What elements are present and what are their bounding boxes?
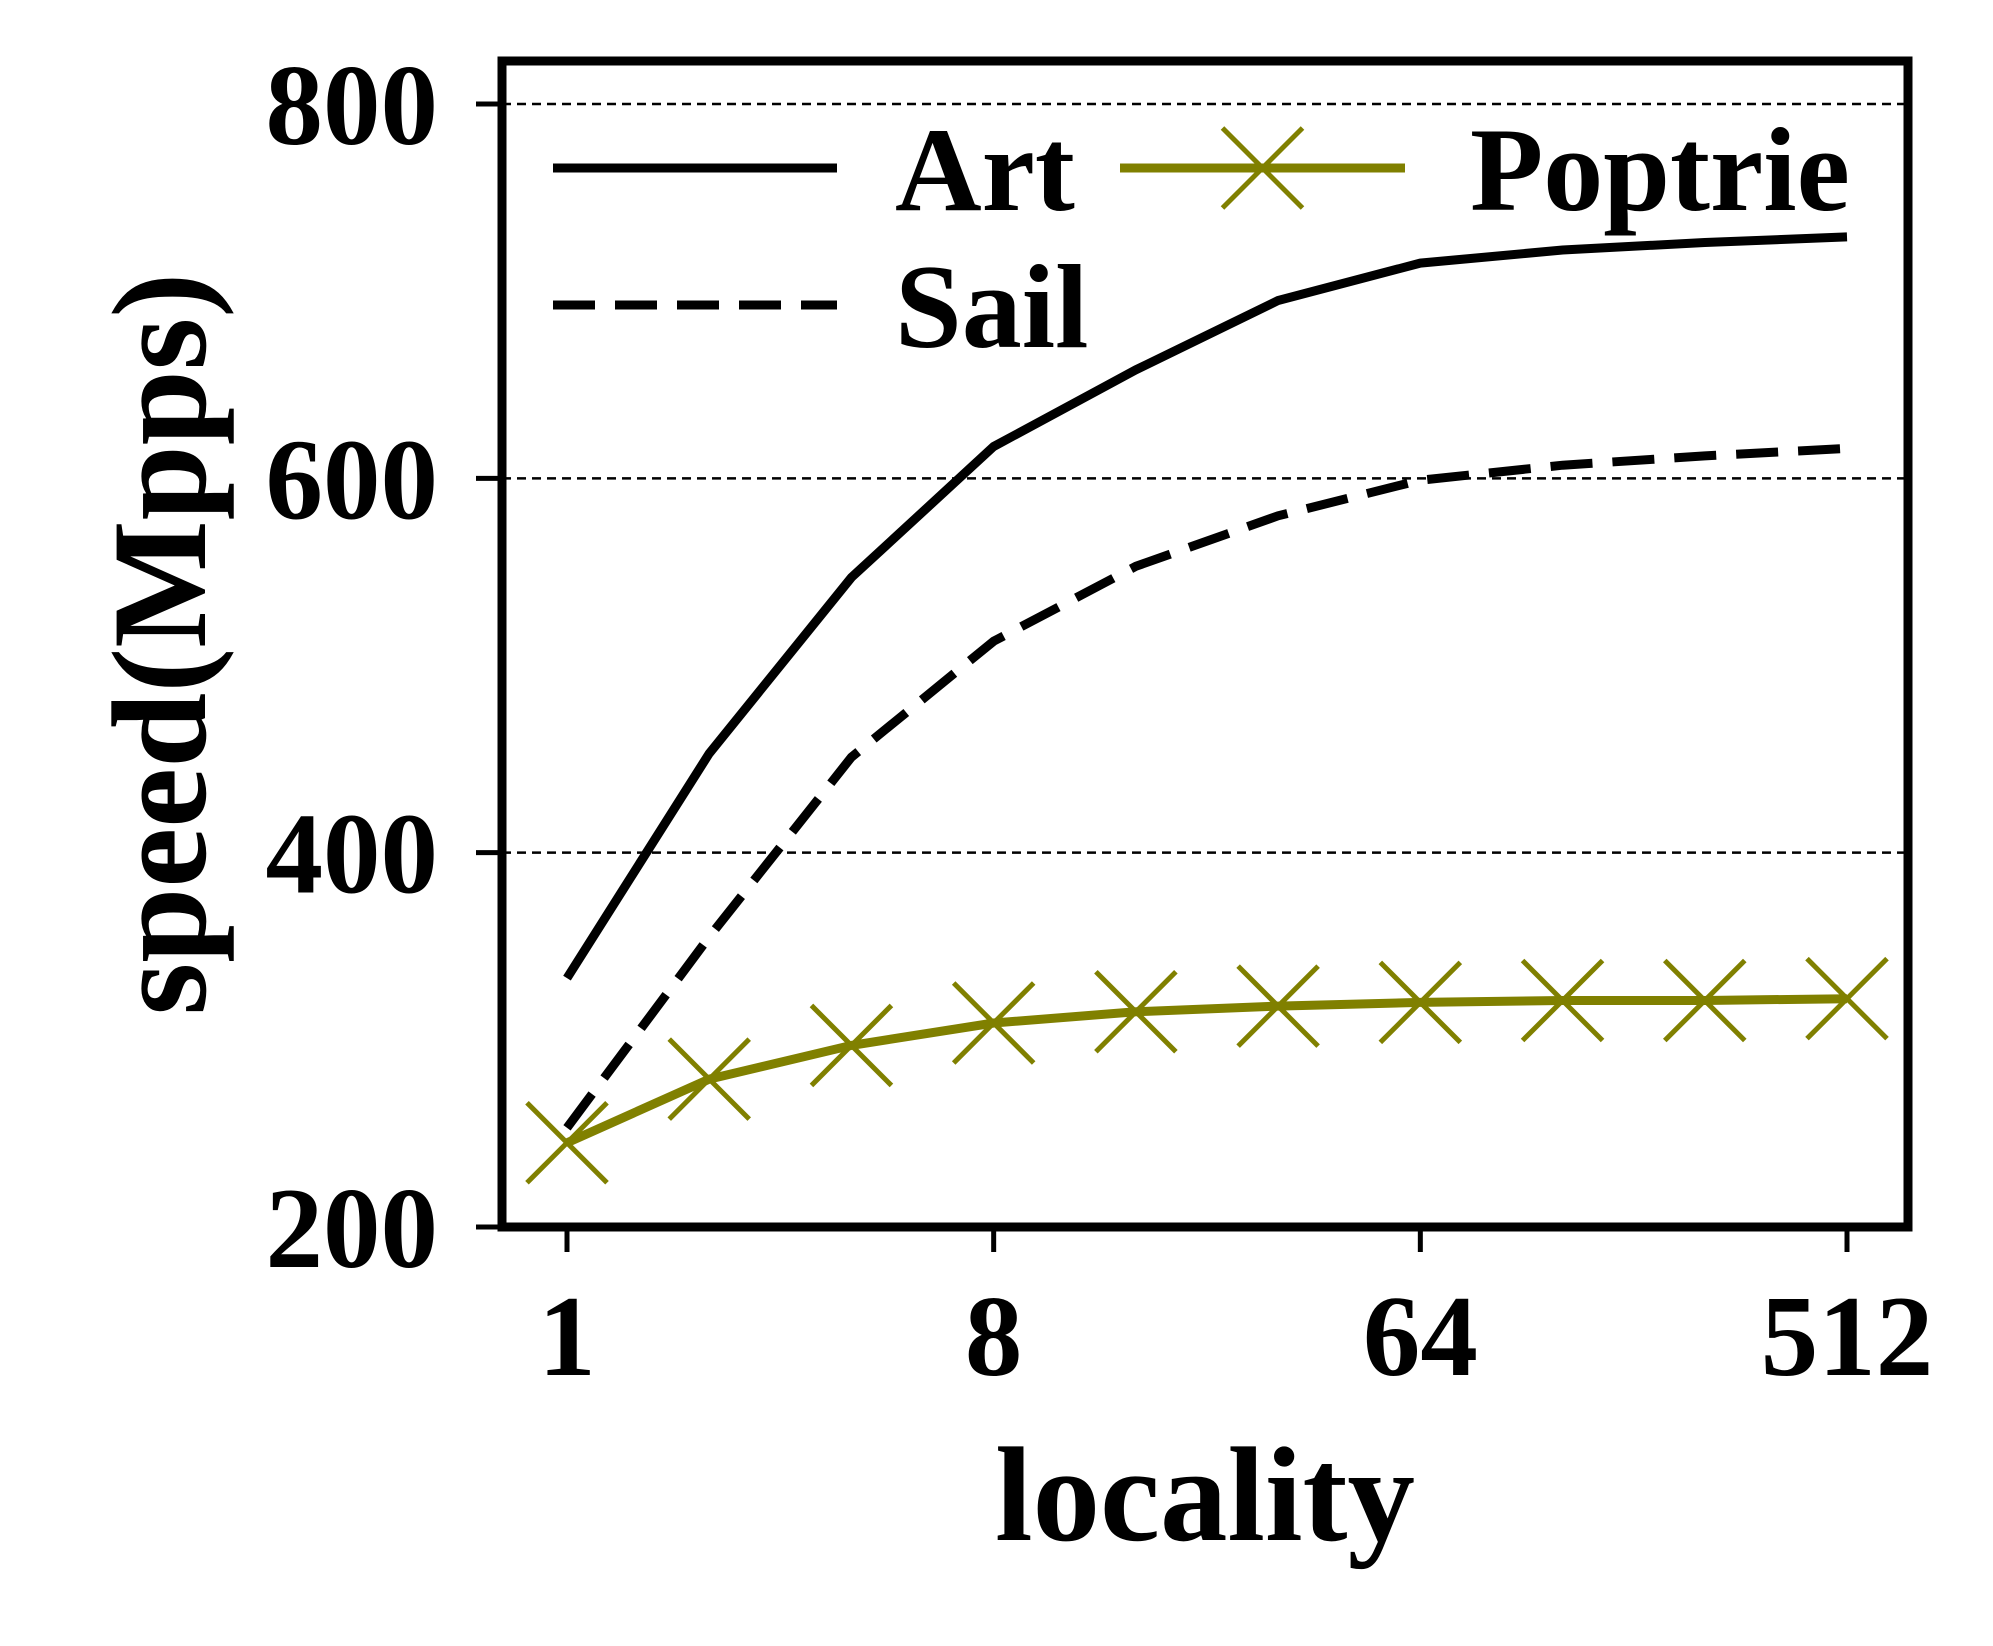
marker-stroke <box>525 1101 609 1185</box>
point-poptrie-256 <box>1663 958 1747 1043</box>
y-tick-label-400: 400 <box>266 791 439 918</box>
legend-label-sail: Sail <box>895 240 1088 373</box>
x-tick-label-8: 8 <box>965 1273 1023 1400</box>
x-tick-label-1: 1 <box>538 1273 596 1400</box>
series-layer <box>525 232 1889 1185</box>
point-poptrie-128 <box>1520 958 1605 1043</box>
marker-stroke <box>667 1037 751 1121</box>
series-sail <box>563 443 1848 1131</box>
x-axis-label: locality <box>995 1421 1415 1570</box>
grid-lines <box>502 102 1908 854</box>
marker-stroke <box>1805 956 1889 1041</box>
point-poptrie-2 <box>667 1037 751 1121</box>
x-tick-label-512: 512 <box>1761 1273 1934 1400</box>
x-tick-label-64: 64 <box>1363 1273 1478 1400</box>
legend-label-art: Art <box>895 103 1075 236</box>
point-poptrie-16 <box>1094 969 1178 1054</box>
legend-item-sail: Sail <box>553 240 1088 373</box>
marker-stroke <box>1378 960 1463 1045</box>
marker-stroke <box>809 1003 894 1088</box>
legend-item-poptrie: Poptrie <box>1120 103 1850 236</box>
point-poptrie-32 <box>1236 964 1320 1048</box>
y-tick-label-200: 200 <box>266 1165 439 1292</box>
legend-label-poptrie: Poptrie <box>1470 103 1850 236</box>
legend: Art Poptrie Sail <box>553 103 1850 373</box>
marker-stroke <box>1094 969 1178 1054</box>
point-poptrie-4 <box>809 1003 894 1088</box>
series-line-poptrie <box>565 994 1848 1147</box>
y-axis-label: speed(Mpps) <box>86 273 235 1016</box>
y-tick-label-600: 600 <box>266 416 439 543</box>
point-poptrie-8 <box>951 981 1036 1065</box>
point-poptrie-1 <box>525 1101 609 1185</box>
series-line-sail <box>563 443 1848 1131</box>
axes: 200 400 600 800 1 8 64 512 <box>266 42 1934 1400</box>
marker-stroke <box>1236 964 1320 1048</box>
legend-marker-stroke <box>1220 126 1305 210</box>
legend-item-art: Art <box>553 103 1075 236</box>
series-line-art <box>563 232 1848 981</box>
marker-stroke <box>1663 958 1747 1043</box>
y-tick-label-800: 800 <box>266 42 439 169</box>
marker-stroke <box>951 981 1036 1065</box>
series-poptrie <box>525 956 1889 1185</box>
marker-stroke <box>1520 958 1605 1043</box>
series-art <box>563 232 1848 981</box>
point-poptrie-64 <box>1378 960 1463 1045</box>
plot-frame <box>497 56 1913 1232</box>
point-poptrie-512 <box>1805 956 1889 1041</box>
